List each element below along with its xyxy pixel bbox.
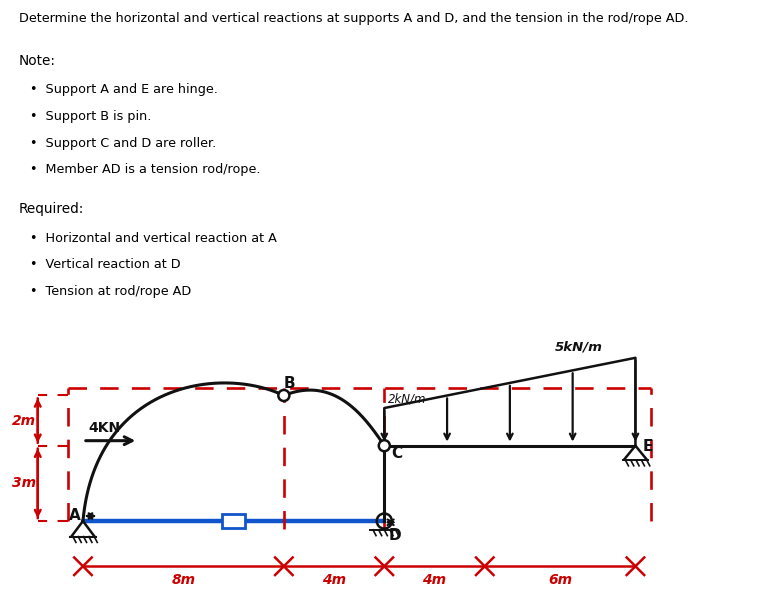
Text: 5kN/m: 5kN/m — [555, 341, 603, 354]
Bar — [222, 514, 245, 528]
Text: •  Vertical reaction at D: • Vertical reaction at D — [30, 258, 180, 271]
Text: B: B — [284, 376, 295, 391]
Circle shape — [379, 440, 390, 451]
Text: 4KN: 4KN — [88, 421, 120, 435]
Text: 2kN/m: 2kN/m — [388, 393, 427, 405]
Text: 2m: 2m — [12, 414, 36, 428]
Text: 6m: 6m — [548, 573, 572, 587]
Text: •  Support C and D are roller.: • Support C and D are roller. — [30, 137, 216, 150]
Text: •  Tension at rod/rope AD: • Tension at rod/rope AD — [30, 285, 191, 298]
Text: 4m: 4m — [422, 573, 447, 587]
Text: C: C — [391, 446, 403, 461]
Text: •  Support A and E are hinge.: • Support A and E are hinge. — [30, 83, 218, 96]
Text: A: A — [69, 508, 81, 523]
Text: 4m: 4m — [322, 573, 346, 587]
Text: 3m: 3m — [12, 476, 36, 490]
Text: •  Support B is pin.: • Support B is pin. — [30, 110, 151, 123]
Text: Determine the horizontal and vertical reactions at supports A and D, and the ten: Determine the horizontal and vertical re… — [19, 12, 689, 25]
Text: •  Horizontal and vertical reaction at A: • Horizontal and vertical reaction at A — [30, 231, 277, 245]
Circle shape — [279, 390, 289, 401]
Text: •  Member AD is a tension rod/rope.: • Member AD is a tension rod/rope. — [30, 164, 260, 176]
Text: D: D — [389, 528, 402, 543]
Text: Required:: Required: — [19, 202, 84, 216]
Text: Note:: Note: — [19, 53, 56, 68]
Text: 8m: 8m — [171, 573, 196, 587]
Text: E: E — [643, 439, 654, 454]
